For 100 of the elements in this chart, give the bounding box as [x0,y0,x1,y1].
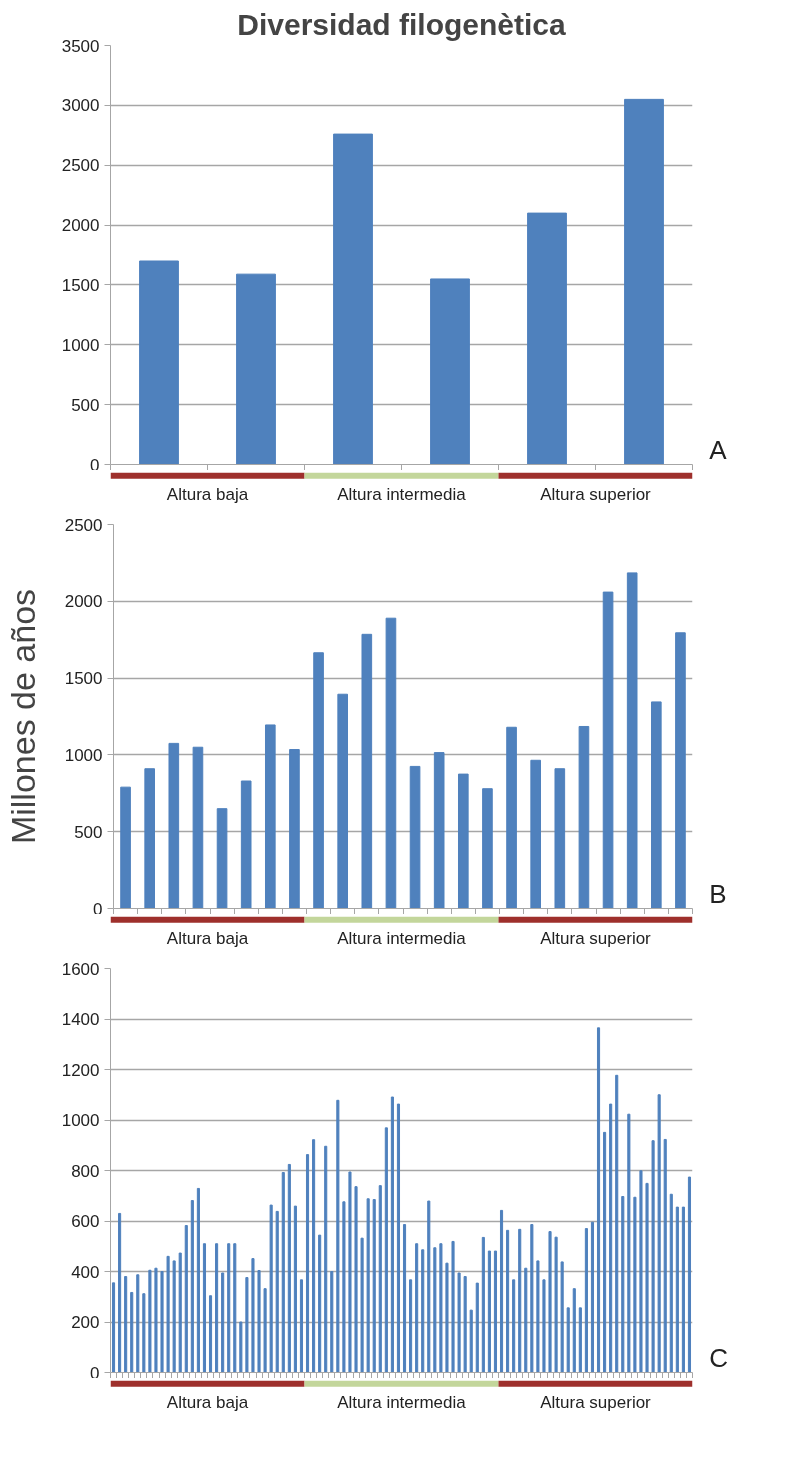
y-tick-label: 500 [74,822,103,842]
bar [287,1163,291,1373]
bar [578,725,590,909]
text: C [709,1342,729,1373]
bar [536,1260,540,1373]
text: Altura baja [166,1392,249,1412]
y-tick-label: 1600 [61,959,100,979]
bar [524,1267,528,1373]
y-tick-label: 3000 [61,96,100,116]
bar [318,1234,322,1373]
bar [596,1027,601,1373]
bar [433,752,445,909]
y-tick-label: 0 [93,899,103,919]
bar [313,652,324,909]
bar [139,260,179,465]
bar [227,1243,231,1373]
bar [136,1274,140,1373]
bar [651,1140,655,1373]
y-tick-label: 1200 [61,1060,100,1080]
bar [168,742,180,909]
bar [475,1282,479,1373]
bar [120,786,131,909]
bar [457,773,469,909]
bar [409,1279,413,1373]
text: Altura intermedia [337,484,467,504]
bar [409,765,421,909]
bar [196,1187,200,1373]
bar [584,1228,588,1373]
bar [299,1279,304,1373]
bar [154,1267,158,1373]
bar [361,633,373,909]
text: Altura baja [166,484,249,504]
bar [624,98,664,465]
bar [554,768,566,909]
bar [433,1247,437,1373]
bar [445,1262,449,1373]
bar [144,768,156,909]
bar [482,788,493,909]
bar [669,1193,673,1373]
bar [639,1170,643,1373]
y-tick-label: 3500 [61,36,100,56]
bar [233,1243,237,1373]
bar [609,1103,613,1373]
bar [372,1199,376,1373]
bar [506,726,517,909]
bar [512,1279,516,1373]
bar [293,1205,297,1373]
bar [236,273,276,465]
bar [385,617,397,909]
bar [548,1231,552,1373]
y-tick-label: 1000 [61,335,100,355]
bar [378,1185,382,1373]
bar [499,1209,504,1373]
bar [578,1307,582,1373]
bar [396,1103,401,1373]
bar [681,1206,685,1373]
bar [275,1210,279,1373]
bar [111,1282,116,1373]
bar [208,1295,213,1373]
bar [336,1099,340,1373]
bar [427,1200,431,1373]
bar [324,1145,328,1373]
text: Altura intermedia [337,1392,467,1412]
bar [572,1288,576,1373]
text: Altura superior [540,484,652,504]
bar [354,1186,358,1373]
bar [257,1269,261,1373]
bar [566,1307,570,1373]
bar [590,1221,595,1373]
bar [506,1229,510,1373]
bar [469,1309,473,1373]
bar [530,759,542,909]
bar [118,1212,122,1373]
bar [142,1293,146,1373]
bar [487,1250,491,1373]
bar [202,1243,207,1373]
bar [650,701,662,909]
bar [645,1182,649,1373]
bar [675,632,686,909]
bar [245,1277,249,1373]
bar [657,1094,661,1373]
bar [384,1127,388,1373]
y-tick-label: 500 [71,395,100,415]
bar [172,1260,176,1373]
bar [439,1243,443,1373]
bar [269,1204,273,1373]
text: Altura intermedia [337,928,467,948]
bar [342,1201,346,1373]
bar [603,1131,607,1373]
bar [190,1200,194,1373]
bar [239,1321,243,1373]
bar [160,1271,164,1373]
text: Altura superior [540,928,652,948]
y-tick-label: 2500 [64,515,103,535]
y-tick-label: 200 [71,1313,100,1332]
y-tick-label: 1400 [61,1010,100,1029]
bar [687,1176,692,1373]
bar [626,572,638,909]
bar [430,278,470,465]
bar [240,780,252,909]
